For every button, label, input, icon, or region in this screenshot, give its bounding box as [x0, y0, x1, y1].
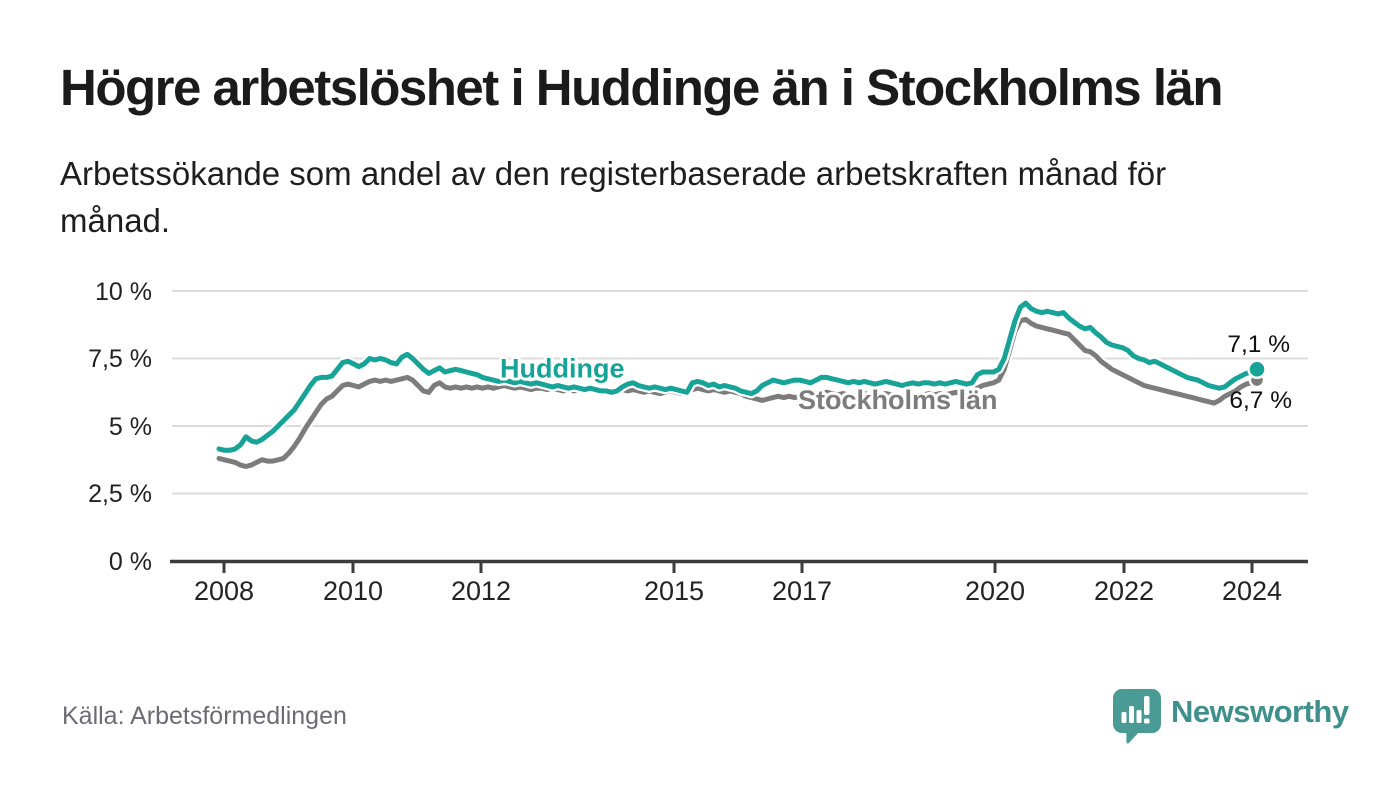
series-label-stockholms-lan: Stockholms län	[798, 385, 998, 415]
x-tick-2022: 2022	[1094, 576, 1154, 606]
huddinge-end-dot	[1247, 359, 1267, 380]
x-tick-2015: 2015	[644, 576, 704, 606]
gridlines	[172, 290, 1308, 495]
source-credit: Källa: Arbetsförmedlingen	[62, 702, 347, 730]
y-tick-0: 0 %	[109, 548, 152, 576]
page-title: Högre arbetslöshet i Huddinge än i Stock…	[60, 59, 1224, 116]
x-tick-2012: 2012	[451, 576, 511, 606]
x-tick-2020: 2020	[965, 576, 1025, 606]
series-huddinge-line	[214, 298, 1262, 456]
newsworthy-brand-name: Newsworthy	[1171, 694, 1349, 729]
subtitle-line-2: månad.	[60, 202, 171, 239]
x-tick-2024: 2024	[1222, 576, 1282, 606]
y-tick-10: 10 %	[95, 278, 152, 306]
stockholms-lan-end-value-label: 6,7 %	[1229, 387, 1292, 414]
x-axis	[170, 559, 1308, 573]
series-label-huddinge: Huddinge	[500, 354, 624, 384]
subtitle-line-1: Arbetssökande som andel av den registerb…	[60, 155, 1167, 192]
x-axis-labels: 2008 2010 2012 2015 2017 2020 2022 2024	[194, 576, 1282, 606]
newsworthy-bubble-chart-icon	[1113, 689, 1161, 744]
y-tick-5: 5 %	[109, 413, 152, 441]
y-axis-labels: 10 % 7,5 % 5 % 2,5 % 0 %	[88, 278, 152, 576]
y-tick-2-5: 2,5 %	[88, 480, 152, 508]
x-tick-2008: 2008	[194, 576, 254, 606]
chart-subtitle: Arbetssökande som andel av den registerb…	[60, 150, 1320, 244]
y-tick-7-5: 7,5 %	[88, 345, 152, 373]
x-tick-2017: 2017	[772, 576, 832, 606]
x-tick-2010: 2010	[323, 576, 383, 606]
huddinge-end-value-label: 7,1 %	[1227, 331, 1290, 358]
newsworthy-logo: Newsworthy	[1112, 688, 1349, 744]
